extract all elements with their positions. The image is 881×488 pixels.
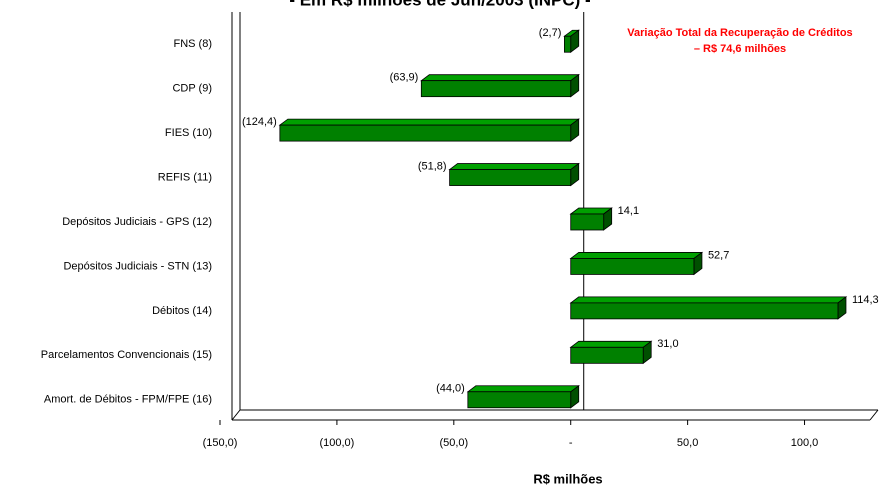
x-axis-title: R$ milhões <box>533 471 602 486</box>
value-label: (44,0) <box>436 383 465 395</box>
bar-top <box>569 296 848 304</box>
value-label: (63,9) <box>390 72 419 84</box>
bar-top <box>466 385 580 393</box>
bar-top <box>569 252 704 259</box>
x-tick-label: 50,0 <box>677 437 698 449</box>
x-tick-label: (50,0) <box>439 437 468 449</box>
y-tick-label: FNS (8) <box>174 38 213 50</box>
bar <box>570 213 605 231</box>
bar-top <box>278 118 580 126</box>
value-label: (51,8) <box>418 160 447 172</box>
floor-side <box>869 409 879 421</box>
x-tick-label: (150,0) <box>203 437 238 449</box>
chart-title: - Em R$ milhões de Jun/2003 (INPC) - <box>289 0 590 9</box>
bar <box>570 346 644 364</box>
bar <box>279 124 572 142</box>
value-label: 14,1 <box>618 205 639 217</box>
annotation: Variação Total da Recuperação de Crédito… <box>627 27 852 39</box>
bar <box>467 391 572 409</box>
bar <box>449 169 572 186</box>
x-tick-label: - <box>569 437 573 449</box>
value-label: 114,3 <box>852 294 879 306</box>
x-tick-label: (100,0) <box>319 437 354 449</box>
y-tick-label: FIES (10) <box>165 127 212 139</box>
y-tick-label: CDP (9) <box>172 83 212 95</box>
bar <box>564 35 572 53</box>
bar-top <box>420 74 580 82</box>
bar-top <box>448 163 580 170</box>
y-tick-label: Depósitos Judiciais - GPS (12) <box>62 216 212 228</box>
bar <box>570 258 695 275</box>
annotation: – R$ 74,6 milhões <box>694 43 786 55</box>
value-label: (124,4) <box>242 116 277 128</box>
y-tick-label: Depósitos Judiciais - STN (13) <box>63 260 212 272</box>
y-tick-label: REFIS (11) <box>158 171 212 183</box>
y-tick-label: Parcelamentos Convencionais (15) <box>41 349 212 361</box>
bar <box>570 302 839 320</box>
left-wall <box>231 12 241 421</box>
value-label: 52,7 <box>708 249 729 261</box>
y-tick-label: Débitos (14) <box>152 305 212 317</box>
bar-top <box>569 340 653 348</box>
y-tick-label: Amort. de Débitos - FPM/FPE (16) <box>44 394 212 406</box>
value-label: (2,7) <box>539 27 562 39</box>
bar <box>420 80 572 98</box>
x-tick-label: 100,0 <box>791 437 819 449</box>
value-label: 31,0 <box>657 338 678 350</box>
